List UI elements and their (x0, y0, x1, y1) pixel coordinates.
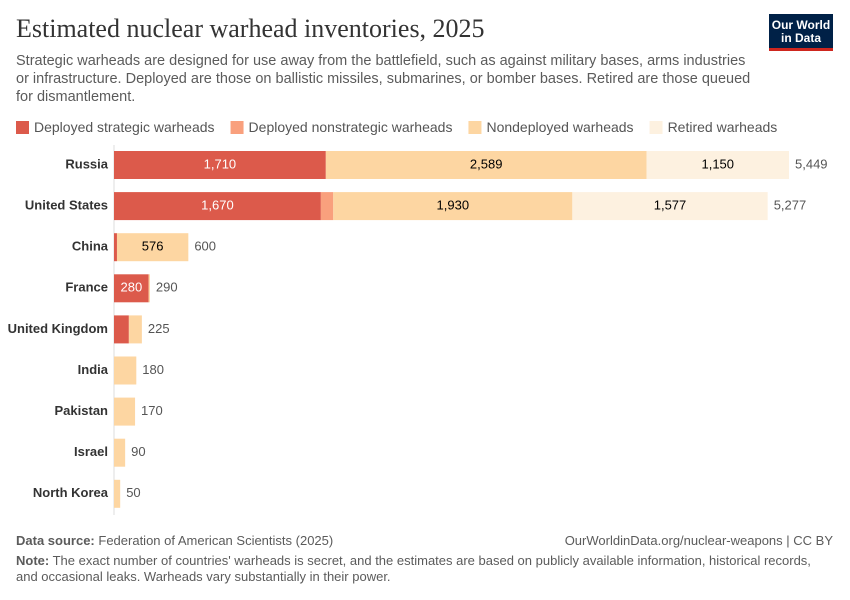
legend-swatch (16, 121, 29, 134)
bar-segment (320, 192, 334, 221)
chart-subtitle: Strategic warheads are designed for use … (16, 53, 751, 105)
bar-segment (114, 397, 136, 426)
value-label: 1,710 (204, 156, 237, 171)
bar-segment (114, 192, 321, 221)
total-label: 170 (141, 403, 163, 418)
value-label: 280 (120, 280, 142, 295)
logo[interactable]: Our World in Data (769, 14, 833, 51)
bar-segment (114, 315, 129, 344)
note-text: The exact number of countries' warheads … (16, 553, 811, 584)
legend-label: Deployed strategic warheads (34, 119, 215, 135)
value-label: 1,930 (437, 198, 470, 213)
bar-segment (325, 151, 647, 179)
bar-segment (114, 274, 149, 303)
bar-segment (333, 192, 573, 221)
source-text: Federation of American Scientists (2025) (98, 533, 334, 548)
bar-segment (114, 151, 326, 179)
y-tick-label: China (72, 239, 109, 254)
y-tick-label: North Korea (33, 485, 109, 500)
value-label: 2,589 (470, 156, 503, 171)
chart: Deployed strategic warheads Deployed nons… (8, 119, 828, 515)
bar-segment (128, 315, 142, 344)
y-tick-label: Russia (65, 156, 108, 171)
bar-segment (114, 356, 137, 385)
legend-label: Retired warheads (668, 119, 778, 135)
note-label: Note: (16, 553, 50, 568)
y-tick-label: Pakistan (55, 403, 109, 418)
source: Data source: Federation of American Scie… (16, 533, 333, 548)
total-label: 180 (142, 362, 164, 377)
bar-segment (114, 438, 126, 467)
bar-segment (114, 233, 117, 262)
chart-title: Estimated nuclear warhead inventories, 2… (16, 14, 485, 43)
total-label: 50 (126, 485, 140, 500)
bar-segment (148, 274, 150, 303)
y-tick-label: Israel (74, 444, 108, 459)
url[interactable]: OurWorldinData.org/nuclear-weapons | CC … (564, 533, 833, 548)
source-label: Data source: (16, 533, 95, 548)
total-label: 5,277 (774, 198, 807, 213)
legend-swatch (230, 121, 244, 134)
legend-swatch (468, 121, 482, 134)
y-tick-label: India (78, 362, 109, 377)
value-label: 576 (142, 239, 164, 254)
bar-segment (114, 479, 121, 508)
total-label: 600 (194, 239, 216, 254)
legend-label: Deployed nonstrategic warheads (249, 119, 453, 135)
value-label: 1,577 (654, 198, 687, 213)
logo-line: in Data (780, 31, 821, 45)
total-label: 5,449 (795, 156, 828, 171)
total-label: 290 (156, 280, 178, 295)
note: Note: The exact number of countries' war… (16, 553, 831, 585)
total-label: 90 (131, 444, 145, 459)
legend-label: Nondeployed warheads (486, 119, 633, 135)
bar-segment (646, 151, 789, 179)
value-label: 1,150 (701, 156, 734, 171)
legend-swatch (649, 121, 663, 134)
bar-segment (116, 233, 189, 262)
logo-line: Our World (771, 18, 831, 32)
bar-segment (572, 192, 768, 221)
y-tick-label: United States (25, 198, 108, 213)
value-label: 1,670 (201, 198, 234, 213)
y-tick-label: France (65, 280, 108, 295)
total-label: 225 (148, 321, 170, 336)
y-tick-label: United Kingdom (8, 321, 108, 336)
